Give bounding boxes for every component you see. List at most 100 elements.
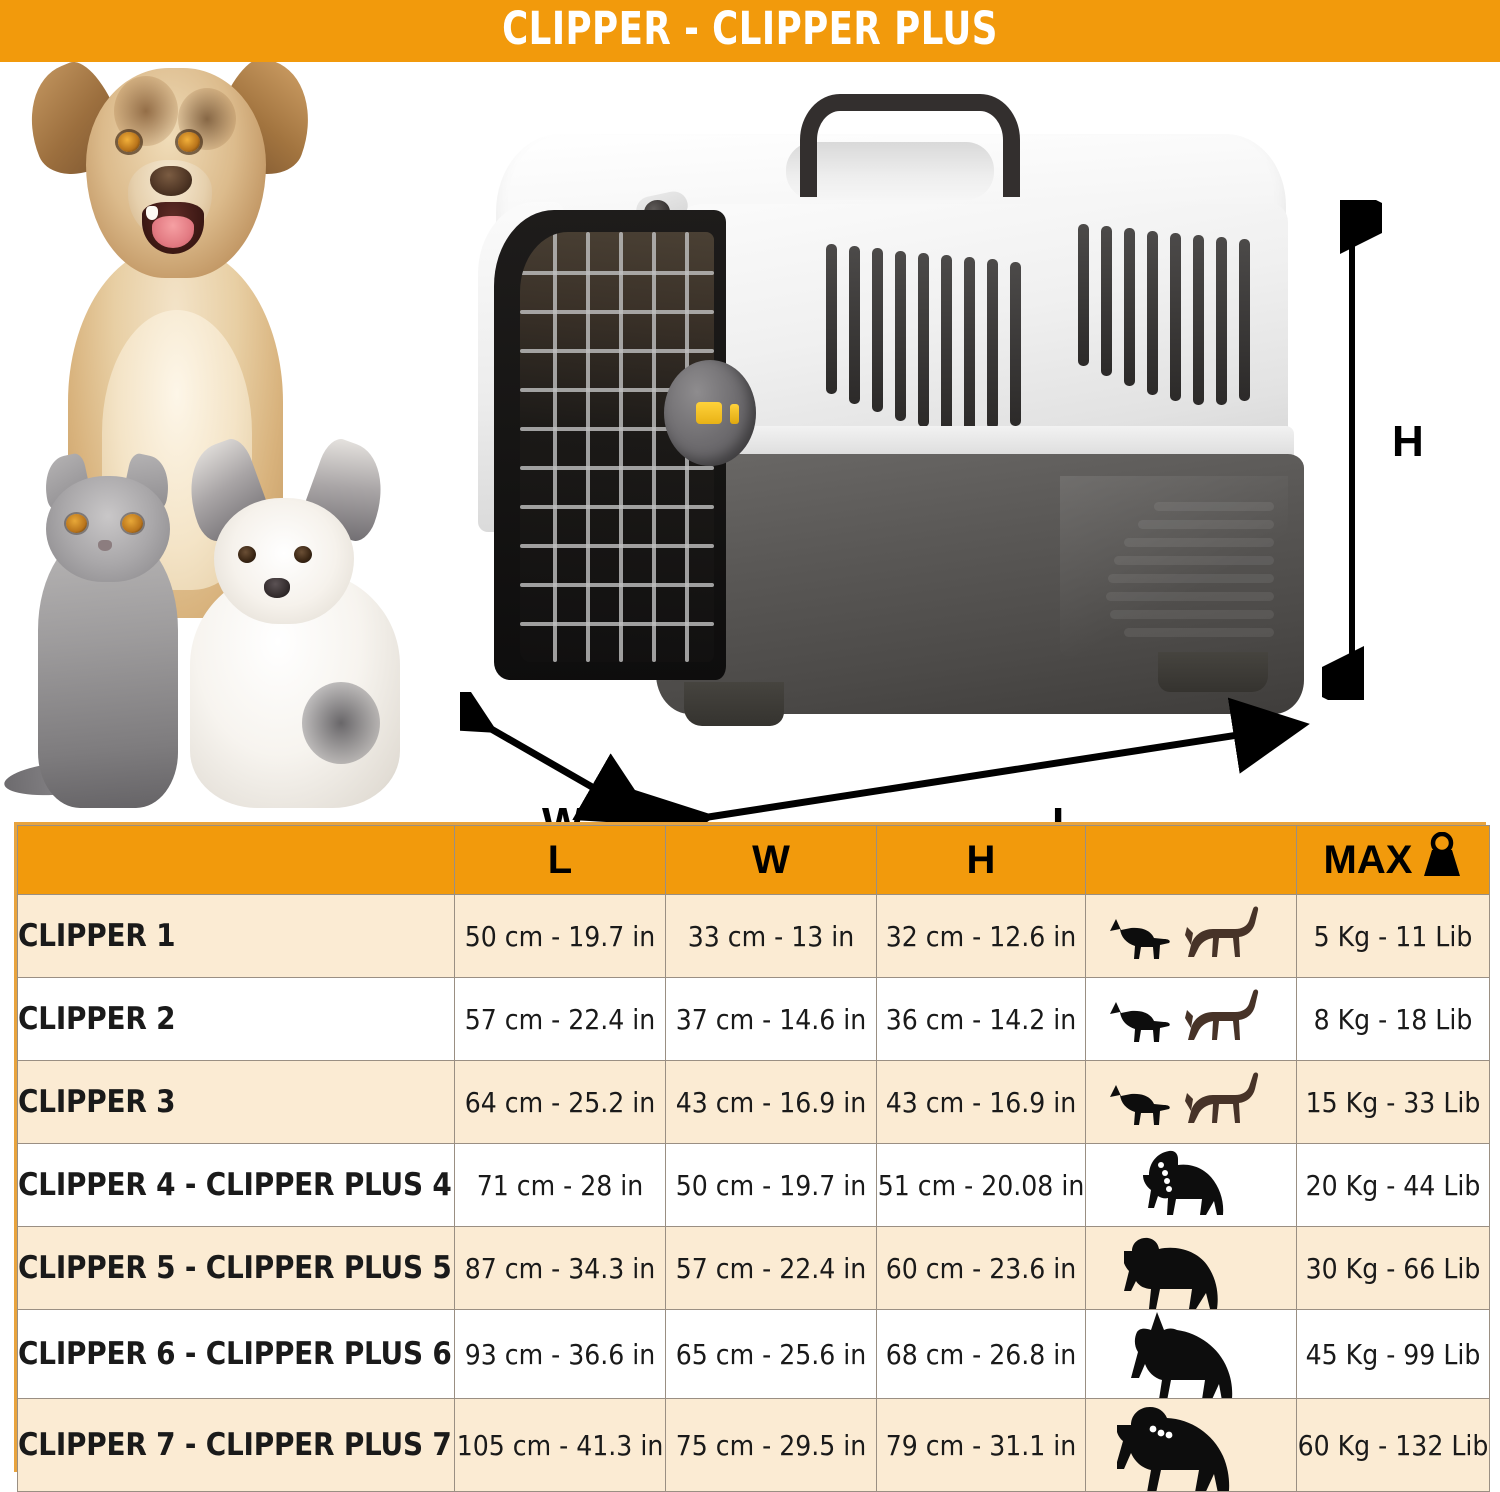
carrier-vent-slat bbox=[987, 259, 998, 430]
cell-model-name: CLIPPER 2 bbox=[17, 977, 455, 1061]
carrier-base-rib bbox=[1108, 574, 1274, 583]
carrier-handle bbox=[800, 94, 1020, 197]
cell-length: 64 cm - 25.2 in bbox=[454, 1060, 666, 1144]
carrier-base-rib bbox=[1114, 556, 1274, 565]
column-header-length: L bbox=[454, 825, 666, 895]
cell-model-name: CLIPPER 5 - CLIPPER PLUS 5 bbox=[17, 1226, 455, 1310]
carrier-vent-slat bbox=[1078, 224, 1089, 366]
cell-pet-silhouette-small-dog-and-cat bbox=[1085, 1060, 1297, 1144]
carrier-door-wire-horizontal bbox=[520, 271, 714, 275]
carrier-door-wire-vertical bbox=[553, 232, 557, 662]
cell-pet-silhouette-large-dog bbox=[1085, 1398, 1297, 1492]
carrier-vent-slat bbox=[895, 250, 906, 421]
carrier-base-rib bbox=[1154, 502, 1274, 511]
column-header-model bbox=[17, 825, 455, 895]
cell-max-weight: 20 Kg - 44 Lib bbox=[1296, 1143, 1490, 1227]
cell-max-weight: 8 Kg - 18 Lib bbox=[1296, 977, 1490, 1061]
table-row: CLIPPER 1 50 cm - 19.7 in 33 cm - 13 in 32 … bbox=[17, 894, 1490, 978]
table-header-row: L W H MAX bbox=[17, 825, 1490, 895]
carrier-door-wire-horizontal bbox=[520, 466, 714, 470]
column-header-width: W bbox=[665, 825, 877, 895]
cell-model-name: CLIPPER 3 bbox=[17, 1060, 455, 1144]
carrier-vent-slat bbox=[1216, 237, 1227, 406]
cell-height: 43 cm - 16.9 in bbox=[876, 1060, 1086, 1144]
chihuahua-photo bbox=[160, 434, 420, 810]
carrier-vent-slat bbox=[918, 252, 929, 427]
carrier-base-rib bbox=[1138, 520, 1274, 529]
carrier-foot-right bbox=[1158, 652, 1268, 692]
carrier-vent-slat bbox=[1193, 235, 1204, 405]
cell-max-weight: 5 Kg - 11 Lib bbox=[1296, 894, 1490, 978]
cell-width: 43 cm - 16.9 in bbox=[665, 1060, 877, 1144]
cell-height: 68 cm - 26.8 in bbox=[876, 1309, 1086, 1399]
cell-pet-silhouette-small-dog-and-cat bbox=[1085, 894, 1297, 978]
column-header-max-weight: MAX bbox=[1296, 825, 1490, 895]
carrier-vent-slat bbox=[826, 244, 837, 394]
page-title: CLIPPER - CLIPPER PLUS bbox=[502, 2, 998, 55]
cell-max-weight: 45 Kg - 99 Lib bbox=[1296, 1309, 1490, 1399]
column-header-pets bbox=[1085, 825, 1297, 895]
specifications-table: L W H MAX CLIPPER bbox=[14, 822, 1490, 1492]
cell-model-name: CLIPPER 1 bbox=[17, 894, 455, 978]
hero-section: H W L bbox=[0, 49, 1500, 848]
cell-height: 60 cm - 23.6 in bbox=[876, 1226, 1086, 1310]
weight-icon bbox=[1422, 831, 1462, 888]
carrier-vent-group-left bbox=[826, 244, 1038, 450]
height-dimension-label: H bbox=[1392, 417, 1424, 466]
carrier-vent-slat bbox=[1010, 261, 1021, 426]
table-body: CLIPPER 1 50 cm - 19.7 in 33 cm - 13 in 32 … bbox=[17, 894, 1490, 1492]
cell-length: 105 cm - 41.3 in bbox=[454, 1398, 666, 1492]
cell-width: 57 cm - 22.4 in bbox=[665, 1226, 877, 1310]
carrier-door-wire-horizontal bbox=[520, 544, 714, 548]
cell-width: 65 cm - 25.6 in bbox=[665, 1309, 877, 1399]
carrier-vent-slat bbox=[849, 246, 860, 405]
carrier-door-wire-vertical bbox=[619, 232, 623, 662]
height-dimension-arrow bbox=[1322, 200, 1382, 700]
carrier-door-wire-horizontal bbox=[520, 505, 714, 509]
carrier-vent-slat bbox=[1147, 230, 1158, 395]
cell-pet-silhouette-medium-dog bbox=[1085, 1143, 1297, 1227]
cell-length: 50 cm - 19.7 in bbox=[454, 894, 666, 978]
table-row: CLIPPER 2 57 cm - 22.4 in 37 cm - 14.6 in 3… bbox=[17, 977, 1490, 1061]
cell-width: 50 cm - 19.7 in bbox=[665, 1143, 877, 1227]
cell-max-weight: 60 Kg - 132 Lib bbox=[1296, 1398, 1490, 1492]
carrier-door-wire-horizontal bbox=[520, 349, 714, 353]
table-row: CLIPPER 4 - CLIPPER PLUS 4 71 cm - 28 in 5… bbox=[17, 1143, 1490, 1227]
cell-max-weight: 30 Kg - 66 Lib bbox=[1296, 1226, 1490, 1310]
carrier-door-wire-horizontal bbox=[520, 388, 714, 392]
cell-height: 36 cm - 14.2 in bbox=[876, 977, 1086, 1061]
carrier-vent-slat bbox=[941, 255, 952, 431]
cell-height: 51 cm - 20.08 in bbox=[876, 1143, 1086, 1227]
carrier-vent-slat bbox=[964, 257, 975, 432]
cell-width: 37 cm - 14.6 in bbox=[665, 977, 877, 1061]
carrier-vent-slat bbox=[872, 248, 883, 413]
pet-carrier-product-image bbox=[468, 82, 1304, 726]
cell-model-name: CLIPPER 4 - CLIPPER PLUS 4 bbox=[17, 1143, 455, 1227]
carrier-door-wire-vertical bbox=[586, 232, 590, 662]
width-length-dimension-arrows bbox=[460, 692, 1310, 832]
cell-length: 71 cm - 28 in bbox=[454, 1143, 666, 1227]
pets-photo bbox=[0, 49, 452, 812]
cell-height: 79 cm - 31.1 in bbox=[876, 1398, 1086, 1492]
cell-max-weight: 15 Kg - 33 Lib bbox=[1296, 1060, 1490, 1144]
carrier-vent-slat bbox=[1170, 232, 1181, 401]
header-banner: CLIPPER - CLIPPER PLUS bbox=[0, 0, 1500, 62]
carrier-door-wire-horizontal bbox=[520, 583, 714, 587]
cell-model-name: CLIPPER 6 - CLIPPER PLUS 6 bbox=[17, 1309, 455, 1399]
cell-width: 75 cm - 29.5 in bbox=[665, 1398, 877, 1492]
cell-width: 33 cm - 13 in bbox=[665, 894, 877, 978]
carrier-vent-slat bbox=[1124, 228, 1135, 387]
carrier-door-wire-horizontal bbox=[520, 427, 714, 431]
carrier-vent-slat bbox=[1239, 239, 1250, 402]
carrier-base-rib bbox=[1110, 610, 1274, 619]
carrier-door-wire-horizontal bbox=[520, 622, 714, 626]
cell-model-name: CLIPPER 7 - CLIPPER PLUS 7 bbox=[17, 1398, 455, 1492]
carrier-lock-indicator-icon bbox=[696, 402, 722, 424]
table-row: CLIPPER 6 - CLIPPER PLUS 6 93 cm - 36.6 i… bbox=[17, 1309, 1490, 1406]
carrier-base-highlight bbox=[1060, 476, 1288, 656]
cell-height: 32 cm - 12.6 in bbox=[876, 894, 1086, 978]
carrier-vent-slat bbox=[1101, 226, 1112, 377]
carrier-base-rib bbox=[1124, 538, 1274, 547]
carrier-base-rib bbox=[1124, 628, 1274, 637]
cell-pet-silhouette-small-dog-and-cat bbox=[1085, 977, 1297, 1061]
